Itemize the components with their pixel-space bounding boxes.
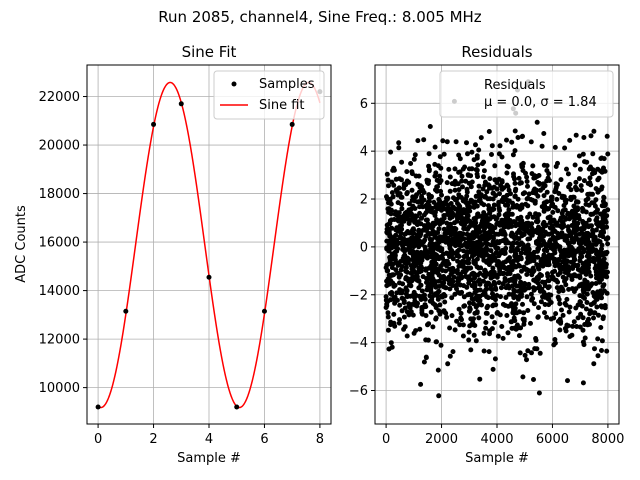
- sine-fit-plot-area: [95, 81, 323, 410]
- y-tick-label: 4: [360, 145, 368, 160]
- sample-point: [234, 404, 240, 410]
- y-tick-label: −6: [349, 384, 368, 399]
- sample-point: [151, 121, 157, 127]
- residuals-plot-area: [383, 79, 611, 399]
- x-tick-label: 0: [382, 432, 390, 447]
- sample-point: [261, 308, 267, 314]
- sine-fit-title: Sine Fit: [182, 43, 237, 61]
- sine-fit-legend: Samples Sine fit: [213, 70, 325, 120]
- sample-point: [289, 121, 295, 127]
- sine-fit-xlabel: Sample #: [177, 451, 241, 466]
- legend-residuals-stats: μ = 0.0, σ = 1.84: [484, 95, 597, 110]
- y-tick-label: 0: [360, 240, 368, 255]
- y-tick-label: 14000: [39, 284, 80, 299]
- legend-samples-marker: [231, 81, 237, 87]
- y-tick-label: 2: [360, 193, 368, 208]
- x-tick-label: 2000: [425, 432, 458, 447]
- x-tick-label: 8: [316, 432, 324, 447]
- x-tick-label: 8000: [591, 432, 624, 447]
- x-tick-label: 4000: [480, 432, 513, 447]
- residuals-xlabel: Sample #: [465, 451, 529, 466]
- y-tick-label: 10000: [39, 381, 80, 396]
- sine-fit-ticks: 0 2 4 6 8 10000 12000 14000 16000 18000 20000 22000: [39, 90, 324, 447]
- sample-point: [123, 308, 129, 314]
- sample-point: [178, 101, 184, 107]
- figure-suptitle: Run 2085, channel4, Sine Freq.: 8.005 MH…: [158, 8, 482, 26]
- x-tick-label: 6000: [536, 432, 569, 447]
- sample-point: [95, 404, 101, 410]
- x-tick-label: 2: [149, 432, 157, 447]
- residuals-legend: Residuals μ = 0.0, σ = 1.84: [439, 70, 614, 118]
- y-tick-label: 18000: [39, 187, 80, 202]
- y-tick-label: 16000: [39, 236, 80, 251]
- y-tick-label: −2: [349, 288, 368, 303]
- sine-fit-panel: Sine Fit 0 2 4 6 8 10000 12000 14000 16000 18000 2…: [14, 43, 332, 466]
- y-tick-label: 12000: [39, 333, 80, 348]
- x-tick-label: 6: [260, 432, 268, 447]
- legend-sine-fit-label: Sine fit: [259, 98, 305, 113]
- x-tick-label: 4: [205, 432, 213, 447]
- sine-fit-ylabel: ADC Counts: [14, 205, 29, 283]
- residual-points: [383, 79, 611, 399]
- y-tick-label: 22000: [39, 90, 80, 105]
- sample-point: [206, 274, 212, 280]
- legend-residuals-label: Residuals: [484, 78, 546, 93]
- x-tick-label: 0: [94, 432, 102, 447]
- y-tick-label: 20000: [39, 139, 80, 154]
- residuals-legend-box: [439, 70, 614, 118]
- residuals-ticks: 0 2000 4000 6000 8000 −6 −4 −2 0 2 4 6: [349, 97, 625, 447]
- sine-fit-legend-box: [213, 70, 325, 120]
- y-tick-label: 6: [360, 97, 368, 112]
- residuals-title: Residuals: [461, 43, 532, 61]
- legend-samples-label: Samples: [259, 77, 315, 92]
- y-tick-label: −4: [349, 336, 368, 351]
- residuals-panel: Residuals 0 2000 4000 6000 8000 −6 −4 −2 0 2 4 6 Sa…: [349, 43, 625, 466]
